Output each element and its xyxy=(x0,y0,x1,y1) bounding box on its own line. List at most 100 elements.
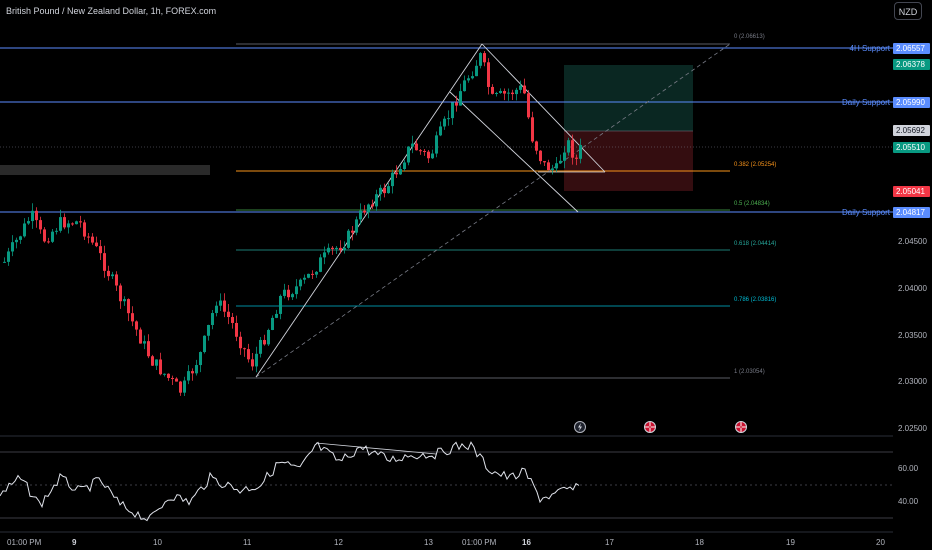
candle-body xyxy=(247,349,250,360)
candle-body xyxy=(39,220,42,230)
candle-body xyxy=(131,313,134,322)
candle-body xyxy=(383,187,386,194)
candle-body xyxy=(27,221,30,224)
candle-body xyxy=(135,321,138,330)
candle-body xyxy=(287,289,290,298)
candle-body xyxy=(43,229,46,242)
candle-body xyxy=(315,271,318,275)
candle-body xyxy=(167,373,170,378)
channel-line-down-upper[interactable] xyxy=(481,43,606,173)
rsi-divergence-line[interactable] xyxy=(315,442,437,455)
candle-body xyxy=(319,257,322,272)
candle-body xyxy=(75,221,78,225)
candle-body xyxy=(547,162,550,171)
price-tag-daily-support-2: 2.04817 xyxy=(893,207,930,218)
candle-body xyxy=(51,231,54,242)
candle-body xyxy=(395,172,398,175)
candle-body xyxy=(15,239,18,243)
candle-body xyxy=(147,341,150,357)
candle-body xyxy=(103,253,106,271)
candle-body xyxy=(7,251,10,262)
candle-body xyxy=(171,377,174,379)
candle-body xyxy=(3,261,6,263)
candle-body xyxy=(231,317,234,323)
time-axis-label: 11 xyxy=(243,538,252,547)
uk-flag-icon[interactable] xyxy=(644,421,656,433)
candle-body xyxy=(363,210,366,213)
candle-body xyxy=(407,146,410,163)
candle-body xyxy=(83,222,86,237)
candle-body xyxy=(495,93,498,95)
currency-button[interactable]: NZD xyxy=(894,2,922,20)
candle-body xyxy=(35,210,38,221)
candle-body xyxy=(371,204,374,207)
candle-body xyxy=(359,210,362,220)
candle-body xyxy=(419,150,422,152)
candle-body xyxy=(267,329,270,345)
candle-body xyxy=(179,381,182,393)
candle-body xyxy=(99,246,102,254)
uk-flag-icon[interactable] xyxy=(735,421,747,433)
candle-body xyxy=(563,152,566,161)
candle-body xyxy=(467,78,470,81)
candle-body xyxy=(31,210,34,222)
candle-body xyxy=(503,90,506,94)
candle-body xyxy=(143,341,146,344)
candle-body xyxy=(47,241,50,243)
candle-body xyxy=(443,118,446,127)
fib-label-0: 0 (2.06613) xyxy=(734,34,765,40)
candle-body xyxy=(23,223,26,237)
candle-body xyxy=(455,102,458,106)
price-tag-stop: 2.05041 xyxy=(893,186,930,197)
candle-body xyxy=(515,89,518,95)
candle-body xyxy=(163,373,166,375)
candle-body xyxy=(183,380,186,393)
price-axis-label: 2.03500 xyxy=(898,331,927,340)
time-axis-label: 01:00 PM xyxy=(462,538,497,547)
candle-body xyxy=(207,324,210,336)
candle-body xyxy=(235,322,238,337)
candle-body xyxy=(327,247,330,253)
candle-body xyxy=(567,140,570,153)
candle-body xyxy=(71,223,74,225)
loss-zone xyxy=(564,131,693,191)
candle-body xyxy=(115,274,118,286)
price-axis-label: 2.04500 xyxy=(898,237,927,246)
channel-line-down-lower[interactable] xyxy=(449,91,579,213)
label-daily-support-2: Daily Support xyxy=(841,208,890,217)
fib-label-1: 1 (2.03054) xyxy=(734,369,765,375)
candle-body xyxy=(323,252,326,258)
candle-body xyxy=(387,186,390,194)
candle-body xyxy=(275,313,278,318)
candle-body xyxy=(279,295,282,314)
price-axis-label: 2.02500 xyxy=(898,424,927,433)
candle-body xyxy=(111,274,114,277)
fib-label-0618: 0.618 (2.04414) xyxy=(734,241,777,247)
lightning-icon[interactable] xyxy=(574,421,586,433)
candle-body xyxy=(139,329,142,344)
time-axis-label: 18 xyxy=(695,538,704,547)
candle-body xyxy=(555,163,558,169)
fib-label-05: 0.5 (2.04834) xyxy=(734,201,770,207)
candle-body xyxy=(579,144,582,159)
price-tag-daily-support-1: 2.05990 xyxy=(893,97,930,108)
candle-body xyxy=(447,118,450,120)
candle-body xyxy=(335,247,338,250)
candle-body xyxy=(435,135,438,154)
fib-trend-dashed[interactable] xyxy=(255,43,731,378)
candle-body xyxy=(427,151,430,159)
candle-body xyxy=(571,140,574,158)
time-axis-label: 17 xyxy=(605,538,614,547)
candle-body xyxy=(367,204,370,213)
candle-body xyxy=(347,230,350,248)
price-axis-label: 2.03000 xyxy=(898,377,927,386)
candle-body xyxy=(351,230,354,233)
price-tag-last: 2.05510 xyxy=(893,142,930,153)
time-axis-label: 01:00 PM xyxy=(7,538,42,547)
candle-body xyxy=(243,348,246,350)
gray-band xyxy=(0,165,210,175)
candle-body xyxy=(239,336,242,349)
candle-body xyxy=(307,273,310,278)
candle-body xyxy=(475,65,478,77)
